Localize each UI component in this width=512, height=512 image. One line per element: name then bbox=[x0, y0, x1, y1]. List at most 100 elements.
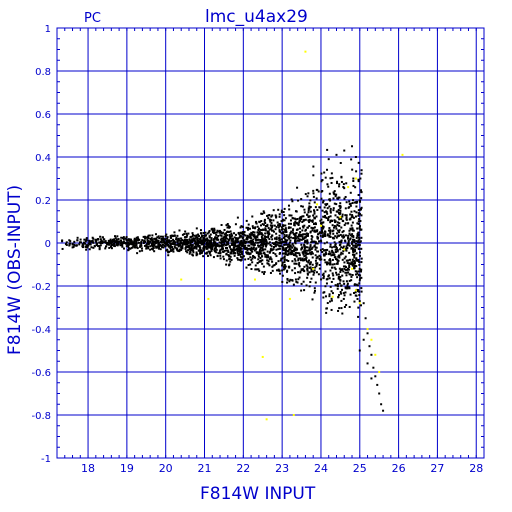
data-point bbox=[281, 274, 284, 277]
data-point bbox=[95, 241, 98, 244]
data-point bbox=[345, 274, 348, 277]
data-point bbox=[116, 240, 119, 243]
data-point bbox=[329, 259, 332, 262]
data-point bbox=[165, 233, 168, 236]
data-point bbox=[88, 242, 91, 245]
data-point bbox=[165, 249, 168, 252]
data-point bbox=[257, 244, 260, 247]
data-point bbox=[200, 252, 203, 255]
data-point bbox=[284, 238, 287, 241]
data-point bbox=[175, 238, 178, 241]
data-point bbox=[324, 270, 327, 273]
data-point bbox=[252, 243, 255, 246]
data-point bbox=[333, 253, 336, 256]
data-point bbox=[101, 236, 104, 239]
data-point bbox=[283, 258, 286, 261]
data-point bbox=[261, 271, 264, 274]
data-point bbox=[321, 248, 324, 251]
data-point bbox=[342, 246, 345, 249]
data-point bbox=[329, 300, 332, 303]
data-point bbox=[335, 203, 338, 206]
data-point bbox=[338, 185, 341, 188]
data-point bbox=[257, 255, 260, 258]
data-point bbox=[301, 237, 304, 240]
data-point bbox=[215, 233, 218, 236]
data-point bbox=[241, 237, 244, 240]
data-point bbox=[202, 245, 205, 248]
data-point bbox=[280, 232, 283, 235]
data-point bbox=[207, 250, 210, 253]
data-point bbox=[227, 231, 230, 234]
data-point bbox=[306, 268, 309, 271]
data-point bbox=[334, 221, 337, 224]
data-point bbox=[315, 242, 318, 245]
data-point-flagged bbox=[180, 278, 183, 281]
data-point bbox=[336, 221, 339, 224]
data-point bbox=[287, 222, 290, 225]
data-point bbox=[298, 239, 301, 242]
data-point bbox=[125, 239, 128, 242]
data-point bbox=[230, 248, 233, 251]
data-point bbox=[329, 211, 332, 214]
data-point bbox=[302, 280, 305, 283]
data-point bbox=[368, 345, 371, 348]
data-point bbox=[186, 234, 189, 237]
data-point bbox=[274, 237, 277, 240]
data-point bbox=[255, 251, 258, 254]
data-point bbox=[257, 238, 260, 241]
data-point bbox=[338, 293, 341, 296]
data-point bbox=[227, 250, 230, 253]
data-point bbox=[338, 307, 341, 310]
data-point bbox=[306, 269, 309, 272]
data-point bbox=[336, 250, 339, 253]
data-point bbox=[175, 236, 178, 239]
data-point bbox=[155, 239, 158, 242]
data-point bbox=[209, 233, 212, 236]
data-point bbox=[131, 246, 134, 249]
data-point bbox=[230, 238, 233, 241]
data-point bbox=[331, 250, 334, 253]
data-point bbox=[256, 236, 259, 239]
data-point bbox=[197, 245, 200, 248]
data-point bbox=[349, 227, 352, 230]
data-point bbox=[189, 236, 192, 239]
data-point bbox=[211, 246, 214, 249]
data-point bbox=[295, 210, 298, 213]
data-point bbox=[329, 261, 332, 264]
data-point bbox=[347, 206, 350, 209]
data-point bbox=[360, 276, 363, 279]
data-point bbox=[217, 234, 220, 237]
data-point bbox=[338, 256, 341, 259]
data-point bbox=[116, 242, 119, 245]
data-point bbox=[197, 233, 200, 236]
data-point bbox=[295, 280, 298, 283]
data-point bbox=[327, 262, 330, 265]
data-point bbox=[188, 247, 191, 250]
data-point bbox=[327, 274, 330, 277]
data-point bbox=[186, 239, 189, 242]
data-point bbox=[302, 259, 305, 262]
data-point bbox=[311, 298, 314, 301]
data-point bbox=[338, 229, 341, 232]
data-point bbox=[364, 317, 367, 320]
data-point bbox=[313, 289, 316, 292]
data-point bbox=[353, 264, 356, 267]
data-point bbox=[76, 239, 79, 242]
data-point bbox=[220, 242, 223, 245]
data-point bbox=[326, 148, 329, 151]
data-point bbox=[351, 168, 354, 171]
data-point bbox=[323, 171, 326, 174]
data-point bbox=[336, 249, 339, 252]
data-point-flagged bbox=[319, 224, 322, 227]
data-point bbox=[241, 233, 244, 236]
data-point bbox=[266, 232, 269, 235]
data-point bbox=[215, 251, 218, 254]
data-point bbox=[169, 236, 172, 239]
data-point bbox=[341, 268, 344, 271]
data-point bbox=[271, 214, 274, 217]
data-point bbox=[322, 225, 325, 228]
data-point bbox=[249, 235, 252, 238]
data-point bbox=[191, 232, 194, 235]
data-point bbox=[290, 230, 293, 233]
data-point bbox=[99, 235, 102, 238]
